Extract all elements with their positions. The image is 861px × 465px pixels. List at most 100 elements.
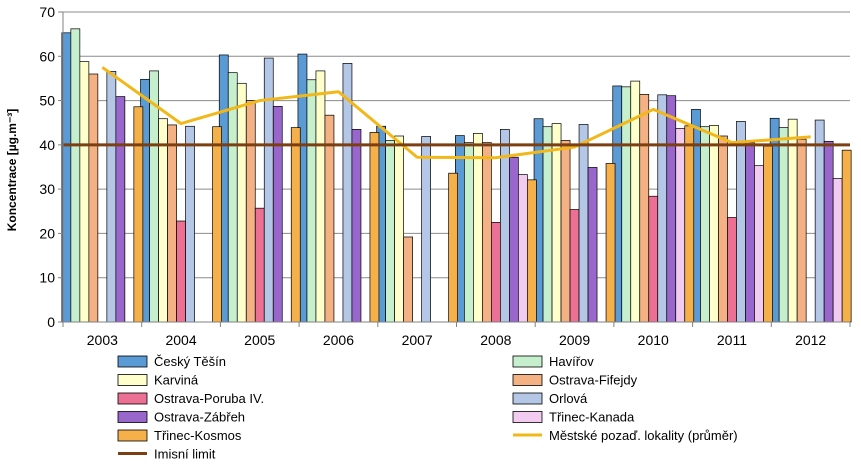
- legend-swatch: [512, 411, 543, 423]
- legend-swatch: [512, 355, 543, 368]
- bar: [657, 94, 668, 323]
- bar: [745, 142, 755, 323]
- bar: [675, 128, 686, 323]
- bar: [754, 165, 764, 323]
- bar: [236, 82, 247, 323]
- bar: [684, 125, 695, 323]
- bar: [560, 140, 571, 323]
- bar: [823, 140, 834, 323]
- bar: [448, 172, 458, 323]
- legend-label: Městské pozaď. lokality (průměr): [549, 428, 738, 443]
- bar: [272, 105, 283, 323]
- bar: [727, 217, 737, 323]
- legend-label: Orlová: [549, 391, 588, 406]
- bar: [517, 174, 528, 323]
- bar: [394, 135, 404, 323]
- legend-swatch: [117, 355, 148, 368]
- bar: [212, 126, 222, 323]
- bar: [605, 163, 616, 323]
- bar: [88, 73, 99, 323]
- bar: [648, 195, 659, 323]
- bar: [587, 167, 598, 323]
- bar: [841, 149, 852, 323]
- legend-label: Ostrava-Zábřeh: [154, 410, 245, 425]
- legend-swatch: [117, 374, 148, 386]
- bar: [763, 145, 773, 323]
- bar: [491, 222, 501, 323]
- bar: [106, 70, 117, 323]
- bar: [263, 57, 274, 323]
- bar: [736, 121, 746, 323]
- legend-label: Český Těšín: [154, 354, 226, 369]
- legend-label: Třinec-Kanada: [549, 410, 635, 425]
- bar: [718, 135, 728, 323]
- bar: [185, 125, 195, 323]
- legend-label: Ostrava-Poruba IV.: [154, 391, 264, 406]
- bar: [115, 96, 126, 323]
- bar: [176, 220, 186, 323]
- bar: [306, 79, 317, 323]
- bar: [351, 129, 362, 323]
- y-tick-label: 50: [39, 93, 55, 109]
- bar: [245, 100, 256, 323]
- x-tick-label: 2003: [87, 332, 118, 348]
- bar: [369, 132, 380, 323]
- bar: [796, 138, 807, 323]
- bar: [70, 28, 81, 323]
- bar: [814, 119, 825, 323]
- bar: [709, 125, 719, 323]
- legend-label: Havířov: [549, 354, 594, 369]
- legend: Český Těšín Havířov Karviná Ostrava-Fifejdy…: [117, 354, 738, 462]
- y-tick-label: 10: [39, 270, 55, 286]
- bar: [542, 126, 553, 323]
- bar: [403, 236, 413, 323]
- bar: [778, 127, 789, 323]
- legend-label: Ostrava-Fifejdy: [549, 373, 638, 388]
- bar: [526, 179, 537, 323]
- bar: [254, 207, 265, 323]
- bar: [167, 124, 177, 323]
- y-tick-label: 30: [39, 181, 55, 197]
- bar: [551, 123, 562, 323]
- bar: [315, 70, 326, 323]
- legend-swatch: [512, 392, 543, 405]
- bar: [639, 94, 650, 323]
- bar: [421, 136, 431, 323]
- x-tick-label: 2006: [323, 332, 354, 348]
- y-tick-label: 70: [39, 4, 55, 20]
- bar: [473, 132, 483, 323]
- x-tick-label: 2010: [638, 332, 669, 348]
- x-tick-label: 2004: [165, 332, 196, 348]
- x-tick-label: 2012: [795, 332, 826, 348]
- average-line: [101, 66, 811, 160]
- legend-swatch: [117, 392, 148, 405]
- lines: [63, 66, 850, 160]
- legend-swatch: [117, 429, 148, 442]
- bar: [666, 95, 677, 323]
- x-tick-label: 2009: [559, 332, 590, 348]
- bar: [787, 118, 798, 323]
- bar: [79, 61, 90, 323]
- y-tick-label: 0: [47, 314, 55, 330]
- x-tick-label: 2007: [402, 332, 433, 348]
- y-tick-label: 20: [39, 225, 55, 241]
- bar: [509, 156, 519, 323]
- legend-label: Imisní limit: [154, 447, 216, 462]
- bar: [158, 118, 168, 323]
- x-tick-label: 2011: [717, 332, 747, 348]
- y-axis-label: Koncentrace [µg.m⁻³]: [5, 109, 19, 232]
- bar: [290, 127, 301, 323]
- legend-swatch: [117, 411, 148, 423]
- bar: [385, 140, 395, 323]
- y-tick-label: 60: [39, 48, 55, 64]
- bar: [569, 209, 580, 323]
- legend-label: Karviná: [154, 373, 199, 388]
- bar: [149, 70, 159, 323]
- x-tick-label: 2008: [480, 332, 511, 348]
- bar: [832, 178, 843, 323]
- bar: [133, 106, 144, 323]
- x-tick-label: 2005: [244, 332, 275, 348]
- axes: 0 10 20 30 40 50 60 70 2003 2004 2005 2006 2007 2008 2…: [39, 4, 851, 348]
- bar: [482, 142, 492, 323]
